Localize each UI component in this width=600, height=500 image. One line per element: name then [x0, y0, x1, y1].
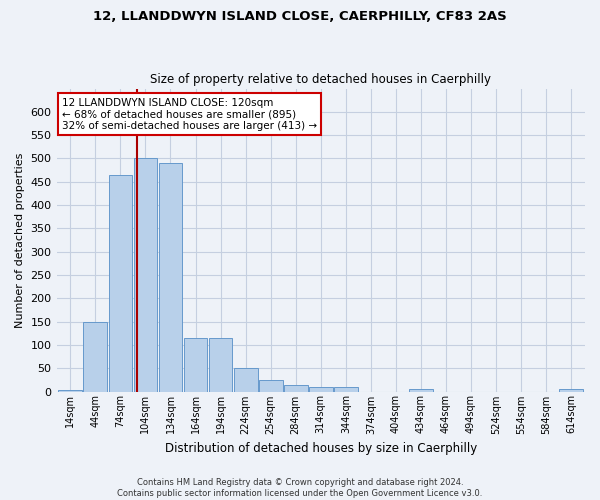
Bar — [58, 390, 82, 392]
Bar — [409, 389, 433, 392]
Y-axis label: Number of detached properties: Number of detached properties — [15, 152, 25, 328]
Bar — [158, 163, 182, 392]
Bar — [259, 380, 283, 392]
Bar — [83, 322, 107, 392]
Bar — [134, 158, 157, 392]
Bar — [184, 338, 208, 392]
Text: 12, LLANDDWYN ISLAND CLOSE, CAERPHILLY, CF83 2AS: 12, LLANDDWYN ISLAND CLOSE, CAERPHILLY, … — [93, 10, 507, 23]
Bar — [284, 384, 308, 392]
Bar — [234, 368, 257, 392]
Title: Size of property relative to detached houses in Caerphilly: Size of property relative to detached ho… — [150, 73, 491, 86]
Bar — [559, 389, 583, 392]
Text: Contains HM Land Registry data © Crown copyright and database right 2024.
Contai: Contains HM Land Registry data © Crown c… — [118, 478, 482, 498]
Text: 12 LLANDDWYN ISLAND CLOSE: 120sqm
← 68% of detached houses are smaller (895)
32%: 12 LLANDDWYN ISLAND CLOSE: 120sqm ← 68% … — [62, 98, 317, 131]
Bar — [309, 387, 332, 392]
Bar — [209, 338, 232, 392]
Bar — [109, 175, 133, 392]
Bar — [334, 387, 358, 392]
X-axis label: Distribution of detached houses by size in Caerphilly: Distribution of detached houses by size … — [164, 442, 477, 455]
